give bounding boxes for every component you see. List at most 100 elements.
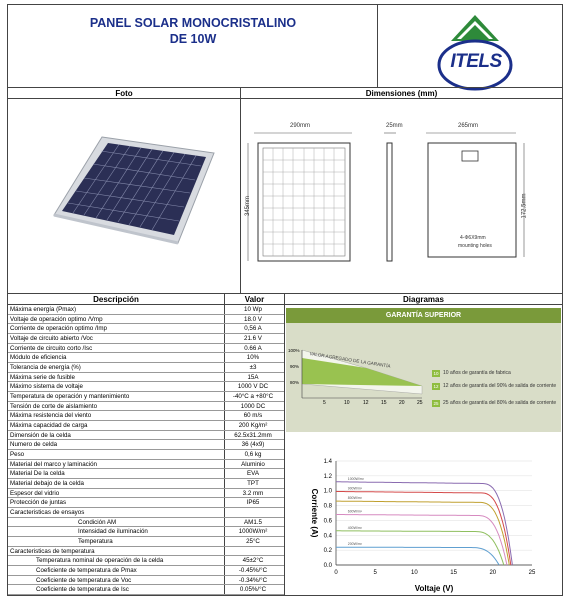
spec-value: -0.45%/°C <box>238 567 268 575</box>
x-tick-label: 0 <box>334 570 338 576</box>
spec-row: Máxima capacidad de carga 200 Kg/m² <box>8 421 284 431</box>
spec-label: Máximo sistema de voltaje <box>10 383 83 391</box>
spec-row: Módulo de eficiencia 10% <box>8 353 284 363</box>
logo-text: ITELS <box>450 51 502 72</box>
spec-row: Caracteristicas de temperatura <box>8 547 284 557</box>
warranty-y-label-100: 100% <box>288 348 300 353</box>
spec-label: Módulo de eficiencia <box>10 354 67 362</box>
warranty-badge-25: 25 <box>432 400 440 407</box>
spec-value: 45±2°C <box>242 557 264 565</box>
spec-row: Coeficiente de temperatura de Isc 0.05%/°… <box>8 585 284 596</box>
iv-chart-svg: 0.0 0.2 0.4 0.6 0.8 1.0 1.2 1.4 0 5 10 15 20 25 1000W/… <box>310 459 536 593</box>
spec-value: 1000 V DC <box>237 383 269 391</box>
spec-label: Coeficiente de temperatura de Isc <box>36 586 129 594</box>
x-tick-label: 15 <box>450 570 457 576</box>
dim-holes-2: mounting holes <box>458 243 492 249</box>
spec-row: Espesor del vidrio 3.2 mm <box>8 489 284 499</box>
x-tick-label: 20 <box>489 570 496 576</box>
spec-label: Material debajo de la celda <box>10 480 84 488</box>
title-line-2: DE 10W <box>169 32 217 46</box>
spec-value: 21.6 V <box>244 335 262 342</box>
warranty-x-20: 20 <box>399 400 405 406</box>
itels-logo: ITELS <box>433 13 518 95</box>
spec-value: 200 Kg/m² <box>238 422 268 430</box>
section-dimensiones: Dimensiones (mm) <box>365 89 438 98</box>
spec-row: Material De la celda EVA <box>8 469 284 480</box>
x-tick-label: 25 <box>529 570 536 576</box>
spec-label: Coeficiente de temperatura de Voc <box>36 576 132 584</box>
section-valor: Valor <box>244 295 265 304</box>
warranty-x-12: 12 <box>363 400 369 406</box>
spec-value: 0.05%/°C <box>239 586 267 594</box>
series-label: 1000W/m² <box>348 477 365 481</box>
spec-value: 10 Wp <box>244 306 262 313</box>
spec-row: Caracteristicas de ensayos <box>8 508 284 518</box>
y-tick-label: 0.2 <box>324 548 333 554</box>
spec-row: Peso 0,6 kg <box>8 450 284 460</box>
spec-label: Coeficiente de temperatura de Pmax <box>36 567 137 575</box>
spec-label: Espesor del vidrio <box>10 489 60 497</box>
spec-value: 18.0 V <box>244 315 262 323</box>
dim-width: 290mm <box>290 123 311 129</box>
spec-row: Corriente de circuito corto /Isc 0.66 A <box>8 344 284 354</box>
warranty-title: GARANTÍA SUPERIOR <box>385 312 462 319</box>
y-tick-label: 1.4 <box>324 459 333 465</box>
warranty-x-5: 5 <box>323 400 326 406</box>
warranty-x-15: 15 <box>381 400 387 406</box>
spec-label: Intensidad de iluminación <box>78 528 148 536</box>
spec-value: 0.66 A <box>244 344 262 352</box>
spec-label: Corriente de operación optimo /Imp <box>10 325 107 333</box>
spec-label: Tensión de corte de aislamiento <box>10 402 98 410</box>
series-label: 400W/m² <box>348 526 363 530</box>
datasheet: PANEL SOLAR MONOCRISTALINO DE 10W ITELS … <box>7 4 563 596</box>
spec-label: Peso <box>10 451 25 459</box>
spec-label: Protección de juntas <box>10 499 67 507</box>
spec-value: EVA <box>247 470 259 478</box>
iv-chart: 0.0 0.2 0.4 0.6 0.8 1.0 1.2 1.4 0 5 10 15 20 25 1000W/… <box>290 453 560 595</box>
spec-row: Coeficiente de temperatura de Pmax -0.45%… <box>8 566 284 576</box>
spec-row: Voltaje de operación optimo /Vmp 18.0 V <box>8 315 284 325</box>
spec-row: Temperatura de operación y mantenimiento… <box>8 392 284 402</box>
spec-label: Caracteristicas de temperatura <box>10 547 95 555</box>
warranty-text-12: 12 años de garantía del 90% de salida de… <box>443 383 557 389</box>
spec-label: Dimensión de la celda <box>10 431 71 439</box>
y-axis-label: Corriente (A) <box>310 489 319 538</box>
series-label: 200W/m² <box>348 542 363 546</box>
spec-label: Caracteristicas de ensayos <box>10 509 85 517</box>
spec-value: TPT <box>247 480 259 488</box>
y-tick-label: 1.2 <box>324 474 333 480</box>
series-label: 600W/m² <box>348 509 363 513</box>
spec-row: Máximo sistema de voltaje 1000 V DC <box>8 382 284 393</box>
spec-row: Numero de celda 36 (4x9) <box>8 440 284 451</box>
spec-row: Material debajo de la celda TPT <box>8 479 284 489</box>
spec-row: Condición AM AM1.5 <box>8 518 284 528</box>
spec-value: 25°C <box>246 538 260 546</box>
iv-curve <box>336 500 510 566</box>
spec-value: -0.34%/°C <box>238 576 268 584</box>
spec-value: 1000 DC <box>240 402 266 410</box>
panel-photo <box>38 125 218 255</box>
dim-back-width: 265mm <box>458 123 479 129</box>
spec-value: Aluminio <box>241 460 265 468</box>
spec-value: IP65 <box>246 499 260 507</box>
dim-half-height: 172.5mm <box>521 193 528 219</box>
warranty-text-25: 25 años de garantía del 80% de salida de… <box>443 400 557 406</box>
spec-label: Máxima capacidad de carga <box>10 422 88 430</box>
spec-value: 15A <box>247 373 259 381</box>
section-foto: Foto <box>115 89 133 98</box>
spec-row: Temperatura 25°C <box>8 537 284 547</box>
dim-height: 345mm <box>245 195 252 217</box>
spec-label: Máxima resistencia del viento <box>10 412 92 420</box>
series-label: 900W/m² <box>348 486 363 490</box>
spec-value: 62.5x31.2mm <box>234 431 272 439</box>
x-tick-label: 5 <box>374 570 378 576</box>
spec-label: Temperatura de operación y mantenimiento <box>10 393 130 401</box>
y-tick-label: 0.6 <box>324 518 333 524</box>
iv-curve <box>336 530 505 566</box>
spec-row: Corriente de operación optimo /Imp 0,56 A <box>8 324 284 334</box>
spec-value: 3.2 mm <box>242 489 264 497</box>
spec-row: Intensidad de iluminación 1000W/m² <box>8 527 284 538</box>
spec-row: Tolerancia de energía (%) ±3 <box>8 363 284 373</box>
title-line-1: PANEL SOLAR MONOCRISTALINO <box>89 16 297 30</box>
spec-label: Tolerancia de energía (%) <box>10 364 81 372</box>
